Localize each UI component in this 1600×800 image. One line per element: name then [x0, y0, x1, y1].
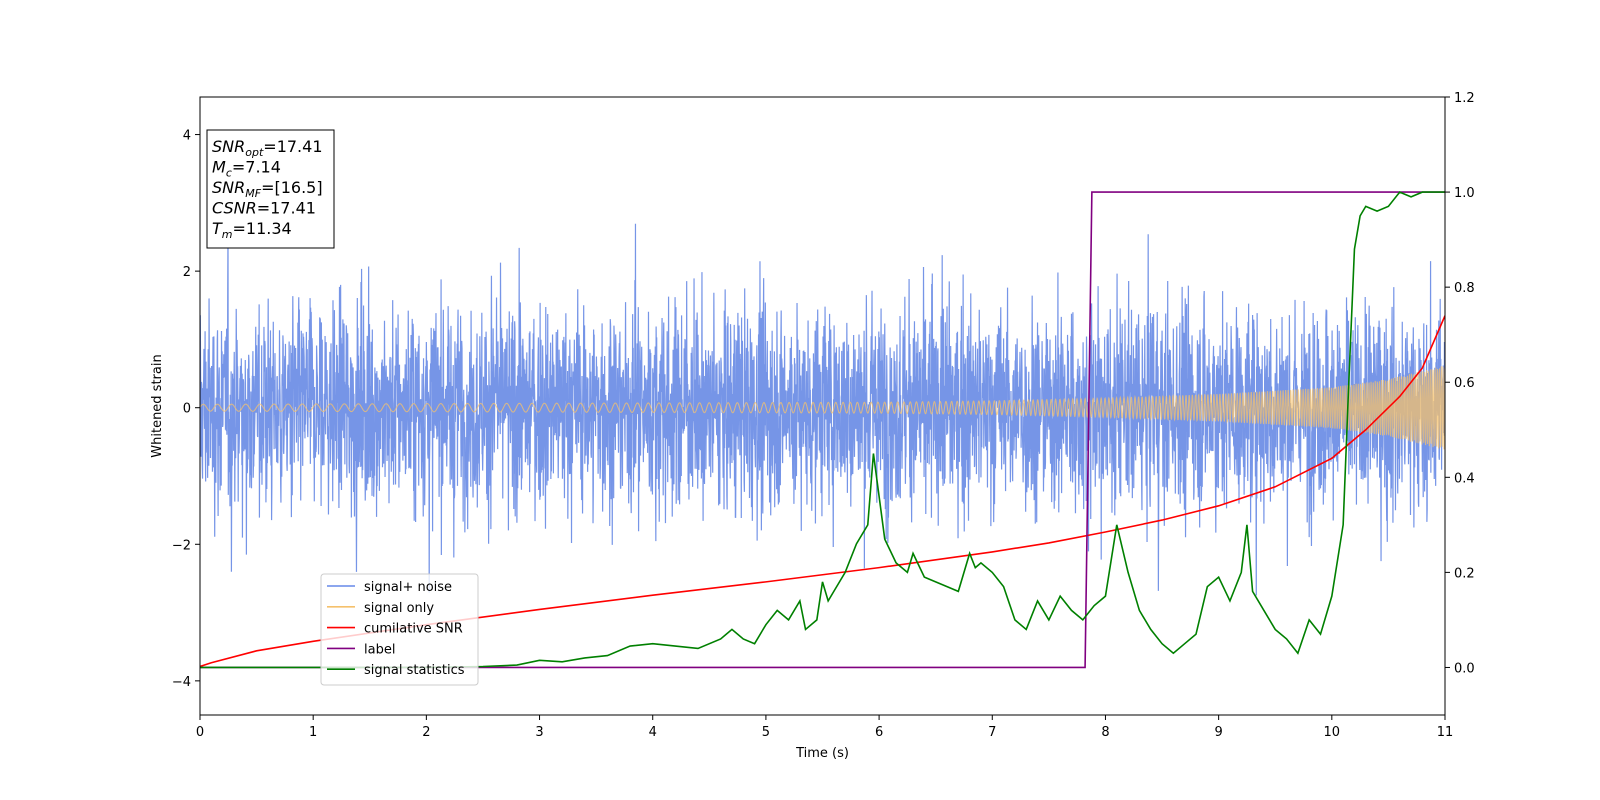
annotation-line: CSNR=17.41 [212, 199, 316, 218]
x-tick-label: 0 [196, 725, 204, 740]
annotation-value: =11.34 [233, 219, 292, 238]
annotation-value: =7.14 [232, 158, 281, 177]
annotation-symbol: M [212, 158, 226, 177]
x-tick-label: 8 [1101, 725, 1109, 740]
y-tick-label: 2 [183, 265, 191, 280]
annotation-subscript: MF [245, 187, 261, 200]
x-tick-label: 6 [875, 725, 883, 740]
y2-tick-label: 0.4 [1454, 471, 1475, 486]
annotation-subscript: m [222, 228, 233, 241]
y2-tick-label: 0.8 [1454, 281, 1475, 296]
x-tick-label: 1 [309, 725, 317, 740]
annotation-line: SNRMF=[16.5] [212, 178, 323, 200]
legend-label: signal+ noise [364, 580, 452, 595]
x-tick-label: 11 [1437, 725, 1454, 740]
y2-tick-label: 1.2 [1454, 91, 1475, 106]
y2-tick-label: 0.6 [1454, 376, 1475, 391]
y-tick-label: 0 [183, 402, 191, 417]
axes-frame [199, 96, 1446, 716]
x-axis-label: Time (s) [795, 746, 849, 761]
annotation-symbol: T [212, 219, 223, 238]
y2-tick-label: 0.0 [1454, 661, 1475, 676]
annotation-line: SNRopt=17.41 [212, 137, 323, 159]
x-tick-label: 2 [422, 725, 430, 740]
x-tick-label: 5 [762, 725, 770, 740]
series-signal-statistics-line [200, 191, 1445, 669]
y-tick-label: −2 [172, 538, 191, 553]
series-signal-noise-line [200, 223, 1445, 596]
annotation-symbol: CSNR [212, 199, 257, 218]
annotation-value: =17.41 [263, 137, 322, 156]
annotation-symbol: SNR [212, 137, 245, 156]
series-label-line [200, 191, 1445, 669]
annotation-box: SNRopt=17.41Mc=7.14SNRMF=[16.5]CSNR=17.4… [206, 129, 335, 249]
legend: signal+ noise signal only cumilative SNR la… [320, 573, 479, 686]
legend-label: cumilative SNR [364, 622, 463, 637]
annotation-symbol: SNR [212, 178, 245, 197]
x-tick-label: 4 [649, 725, 657, 740]
axes: 0 1 2 3 4 5 6 7 8 9 10 11 −4 −2 0 2 4 0.0 0.2 0.4 0.6 0.8 1.0 1… [150, 91, 1475, 761]
annotation-frame [206, 129, 335, 249]
y-tick-label: 4 [183, 129, 191, 144]
y2-tick-label: 0.2 [1454, 566, 1475, 581]
annotation-value: =17.41 [257, 199, 316, 218]
legend-label: label [364, 642, 395, 657]
annotation-value: =[16.5] [261, 178, 323, 197]
y-axis-label: Whitened strain [150, 354, 165, 457]
y2-tick-label: 1.0 [1454, 186, 1475, 201]
x-tick-label: 9 [1214, 725, 1222, 740]
legend-label: signal statistics [364, 663, 465, 678]
series-signal-only-line [200, 366, 1445, 450]
annotation-line: Mc=7.14 [212, 158, 281, 180]
annotation-subscript: c [226, 167, 232, 180]
y-tick-label: −4 [172, 675, 191, 690]
x-tick-label: 7 [988, 725, 996, 740]
annotation-line: Tm=11.34 [212, 219, 292, 241]
x-tick-label: 10 [1324, 725, 1341, 740]
x-tick-label: 3 [535, 725, 543, 740]
legend-label: signal only [364, 601, 434, 616]
annotation-subscript: opt [245, 146, 264, 159]
legend-frame [320, 573, 479, 686]
